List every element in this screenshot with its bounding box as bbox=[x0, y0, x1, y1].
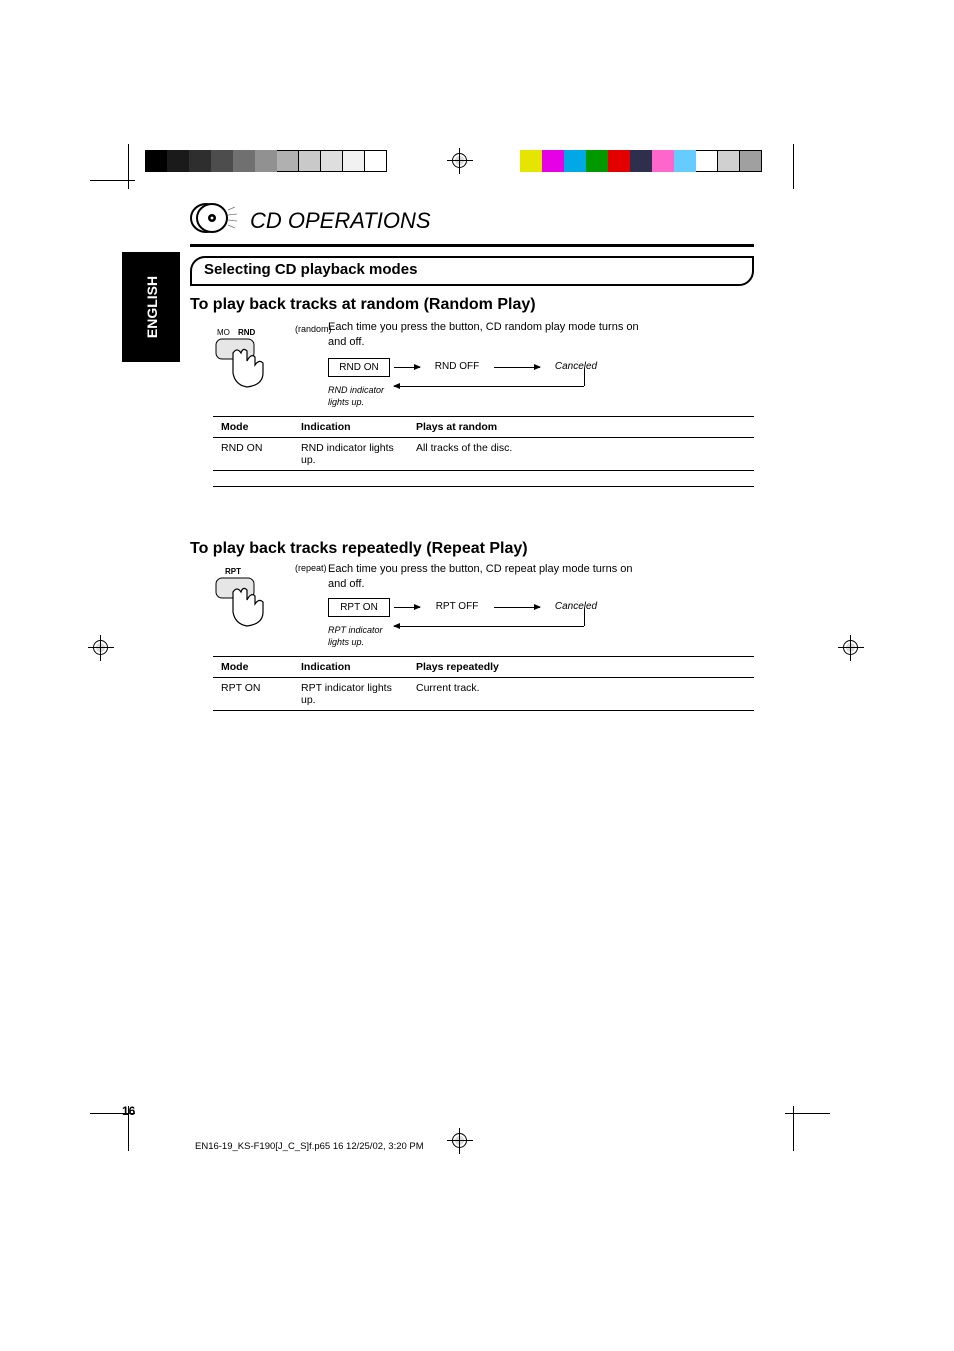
table-cell: Current track. bbox=[408, 678, 754, 711]
swatch bbox=[365, 150, 387, 172]
table-header: Plays at random bbox=[408, 417, 754, 438]
header-rule bbox=[190, 244, 754, 247]
button-label: RPT bbox=[225, 567, 241, 576]
swatch bbox=[233, 150, 255, 172]
table-header-row: Mode Indication Plays repeatedly bbox=[213, 657, 754, 678]
registration-icon bbox=[88, 635, 114, 661]
chapter-title: CD OPERATIONS bbox=[250, 208, 431, 234]
registration-icon bbox=[447, 148, 473, 174]
repeat-lights-note: RPT indicator lights up. bbox=[328, 624, 418, 648]
arrow-left-icon bbox=[394, 386, 584, 387]
language-tab: ENGLISH bbox=[122, 252, 180, 362]
flow-box: RPT ON bbox=[328, 598, 390, 617]
swatch bbox=[718, 150, 740, 172]
table-cell bbox=[408, 471, 754, 487]
crop-mark bbox=[128, 144, 129, 189]
swatch bbox=[299, 150, 321, 172]
random-mode-table: Mode Indication Plays at random RND ON R… bbox=[213, 416, 754, 487]
flow-box: RPT OFF bbox=[426, 598, 488, 615]
table-row: RND ON RND indicator lights up. All trac… bbox=[213, 438, 754, 471]
language-label: ENGLISH bbox=[144, 276, 160, 338]
table-row: RPT ON RPT indicator lights up. Current … bbox=[213, 678, 754, 711]
cd-icon bbox=[190, 200, 238, 236]
random-flow-note: Each time you press the button, CD rando… bbox=[328, 320, 648, 350]
swatch bbox=[696, 150, 718, 172]
swatch bbox=[167, 150, 189, 172]
flow-box: RND ON bbox=[328, 358, 390, 377]
crop-mark bbox=[793, 144, 794, 189]
swatch bbox=[255, 150, 277, 172]
page-number: 16 bbox=[122, 1104, 135, 1118]
registration-icon bbox=[447, 1128, 473, 1154]
swatch bbox=[652, 150, 674, 172]
table-header-row: Mode Indication Plays at random bbox=[213, 417, 754, 438]
table-row bbox=[213, 471, 754, 487]
arrow-right-icon bbox=[494, 607, 540, 608]
flow-connector bbox=[584, 608, 585, 626]
swatch bbox=[189, 150, 211, 172]
crop-mark bbox=[793, 1106, 794, 1151]
table-cell: RND indicator lights up. bbox=[293, 438, 408, 471]
press-button-icon: RPT bbox=[213, 562, 283, 642]
button-label: RND bbox=[238, 328, 256, 337]
table-cell bbox=[293, 471, 408, 487]
footer: EN16-19_KS-F190[J_C_S]f.p65 16 12/25/02,… bbox=[195, 1141, 424, 1152]
color-calibration-bar bbox=[520, 150, 762, 172]
repeat-flow-note: Each time you press the button, CD repea… bbox=[328, 562, 648, 592]
flow-connector bbox=[584, 368, 585, 386]
crop-mark bbox=[785, 1113, 830, 1114]
page: CD OPERATIONS ENGLISH Selecting CD playb… bbox=[0, 0, 954, 1351]
table-header: Plays repeatedly bbox=[408, 657, 754, 678]
swatch bbox=[564, 150, 586, 172]
flow-box: RND OFF bbox=[426, 358, 488, 375]
swatch bbox=[674, 150, 696, 172]
table-cell: All tracks of the disc. bbox=[408, 438, 754, 471]
swatch bbox=[608, 150, 630, 172]
swatch bbox=[343, 150, 365, 172]
repeat-heading: To play back tracks repeatedly (Repeat P… bbox=[190, 540, 528, 558]
swatch bbox=[321, 150, 343, 172]
random-heading: To play back tracks at random (Random Pl… bbox=[190, 296, 536, 314]
repeat-mode-table: Mode Indication Plays repeatedly RPT ON … bbox=[213, 656, 754, 711]
grayscale-calibration-bar bbox=[145, 150, 387, 172]
swatch bbox=[277, 150, 299, 172]
table-cell bbox=[213, 471, 293, 487]
swatch bbox=[211, 150, 233, 172]
registration-icon bbox=[838, 635, 864, 661]
random-lights-note: RND indicator lights up. bbox=[328, 384, 418, 408]
arrow-right-icon bbox=[394, 607, 420, 608]
swatch bbox=[630, 150, 652, 172]
table-cell: RPT ON bbox=[213, 678, 293, 711]
table-cell: RND ON bbox=[213, 438, 293, 471]
table-header: Indication bbox=[293, 417, 408, 438]
arrow-right-icon bbox=[394, 367, 420, 368]
swatch bbox=[740, 150, 762, 172]
swatch bbox=[145, 150, 167, 172]
arrow-left-icon bbox=[394, 626, 584, 627]
table-cell: RPT indicator lights up. bbox=[293, 678, 408, 711]
section-title-bar: Selecting CD playback modes bbox=[190, 256, 754, 286]
button-label: MO bbox=[217, 328, 230, 337]
swatch bbox=[542, 150, 564, 172]
arrow-right-icon bbox=[494, 367, 540, 368]
swatch bbox=[520, 150, 542, 172]
flow-tail: Canceled bbox=[546, 358, 606, 375]
flow-tail: Canceled bbox=[546, 598, 606, 615]
table-header: Mode bbox=[213, 657, 293, 678]
swatch bbox=[586, 150, 608, 172]
table-header: Indication bbox=[293, 657, 408, 678]
table-header: Mode bbox=[213, 417, 293, 438]
press-button-icon: MO RND bbox=[213, 323, 283, 403]
